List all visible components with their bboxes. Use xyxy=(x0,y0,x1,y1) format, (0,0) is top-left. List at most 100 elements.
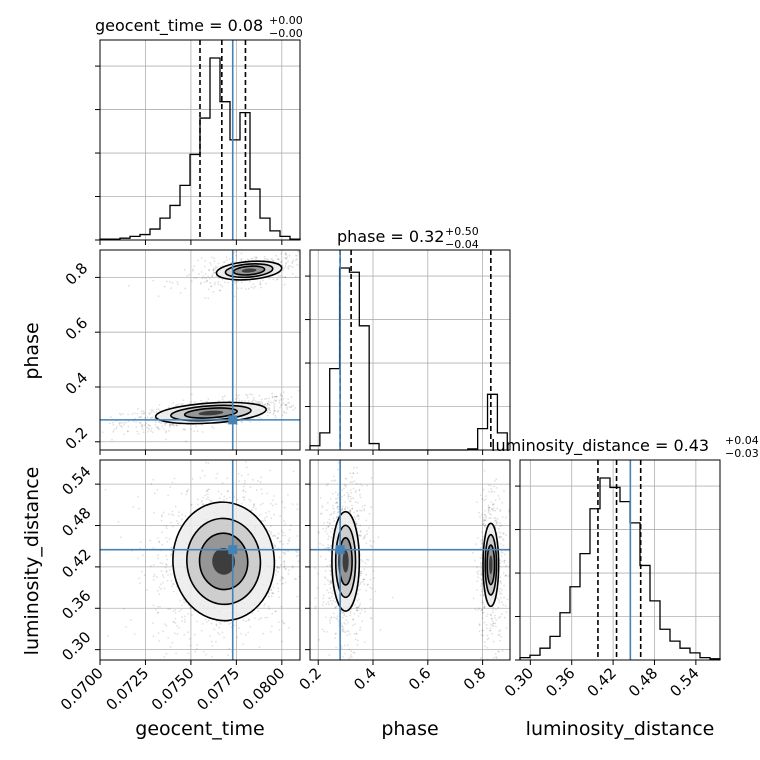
sample-point xyxy=(323,630,326,633)
sample-point xyxy=(334,606,337,608)
sample-point xyxy=(274,546,276,549)
sample-point xyxy=(498,588,500,591)
sample-point xyxy=(315,551,317,553)
sample-point xyxy=(327,544,330,546)
sample-point xyxy=(198,667,200,669)
sample-point xyxy=(138,577,141,580)
sample-point xyxy=(152,622,154,625)
sample-point xyxy=(218,633,221,636)
sample-point xyxy=(326,589,328,592)
sample-point xyxy=(160,519,163,522)
sample-point xyxy=(358,489,361,492)
sample-point xyxy=(177,515,180,517)
sample-point xyxy=(219,623,222,625)
sample-point xyxy=(324,558,327,561)
sample-point xyxy=(122,423,125,426)
sample-point xyxy=(317,572,319,575)
sample-point xyxy=(139,416,142,419)
sample-point xyxy=(329,573,332,576)
sample-point xyxy=(342,630,345,633)
sample-point xyxy=(264,282,267,285)
sample-point xyxy=(201,469,204,472)
sample-point xyxy=(161,515,164,518)
sample-point xyxy=(492,509,495,512)
sample-point xyxy=(219,284,222,286)
x-tick-label: 0.36 xyxy=(542,664,578,700)
sample-point xyxy=(273,407,276,410)
sample-point xyxy=(495,478,498,480)
sample-point xyxy=(301,397,303,399)
sample-point xyxy=(169,645,172,648)
sample-point xyxy=(337,461,340,464)
sample-point xyxy=(137,495,140,498)
sample-point xyxy=(272,401,275,404)
sample-point xyxy=(329,622,332,624)
sample-point xyxy=(180,492,183,495)
title-luminosity-distance-upper: +0.04 xyxy=(725,434,759,447)
title-geocent-time: geocent_time = 0.08 xyxy=(95,16,263,36)
sample-point xyxy=(262,632,265,635)
sample-point xyxy=(212,269,215,272)
sample-point xyxy=(201,673,203,675)
sample-point xyxy=(283,267,286,270)
title-phase-lower: −0.04 xyxy=(445,238,479,251)
sample-point xyxy=(304,408,306,410)
sample-point xyxy=(190,428,192,431)
sample-point xyxy=(364,610,366,613)
sample-point xyxy=(334,491,337,494)
sample-point xyxy=(283,560,286,563)
sample-point xyxy=(330,595,333,598)
sample-point xyxy=(254,258,257,261)
sample-point xyxy=(353,516,356,518)
sample-point xyxy=(174,617,177,620)
sample-point xyxy=(248,618,251,621)
sample-point xyxy=(322,594,325,597)
sample-point xyxy=(357,639,359,642)
sample-point xyxy=(325,603,328,606)
sample-point xyxy=(333,597,336,600)
sample-point xyxy=(343,260,345,262)
sample-point xyxy=(501,538,504,540)
sample-point xyxy=(292,404,295,407)
sample-point xyxy=(261,493,264,495)
sample-point xyxy=(165,624,168,627)
sample-point xyxy=(245,681,247,683)
sample-point xyxy=(172,514,175,517)
sample-point xyxy=(195,425,197,428)
sample-point xyxy=(351,476,353,479)
sample-point xyxy=(176,520,178,522)
sample-point xyxy=(251,393,254,396)
sample-point xyxy=(319,555,322,558)
sample-point xyxy=(496,518,499,521)
sample-point xyxy=(494,652,497,655)
sample-point xyxy=(505,574,508,577)
sample-point xyxy=(476,501,478,504)
sample-point xyxy=(504,575,507,577)
sample-point xyxy=(213,628,216,631)
sample-point xyxy=(249,625,252,628)
sample-point xyxy=(270,588,273,591)
sample-point xyxy=(480,563,483,566)
sample-point xyxy=(248,498,251,501)
sample-point xyxy=(189,644,192,647)
sample-point xyxy=(285,403,288,406)
sample-point xyxy=(351,504,353,507)
sample-point xyxy=(259,503,262,506)
sample-point xyxy=(342,611,344,614)
sample-point xyxy=(150,411,153,414)
sample-point xyxy=(211,275,214,278)
sample-point xyxy=(276,244,278,246)
sample-point xyxy=(177,403,180,406)
sample-point xyxy=(483,603,486,606)
sample-point xyxy=(343,613,346,616)
sample-point xyxy=(329,569,332,572)
sample-point xyxy=(497,606,500,609)
sample-point xyxy=(266,409,269,412)
sample-point xyxy=(483,606,486,609)
sample-point xyxy=(485,623,488,626)
sample-point xyxy=(484,525,486,528)
sample-point xyxy=(187,652,190,655)
panel-frame xyxy=(309,249,511,451)
sample-point xyxy=(355,522,358,525)
sample-point xyxy=(152,478,155,481)
